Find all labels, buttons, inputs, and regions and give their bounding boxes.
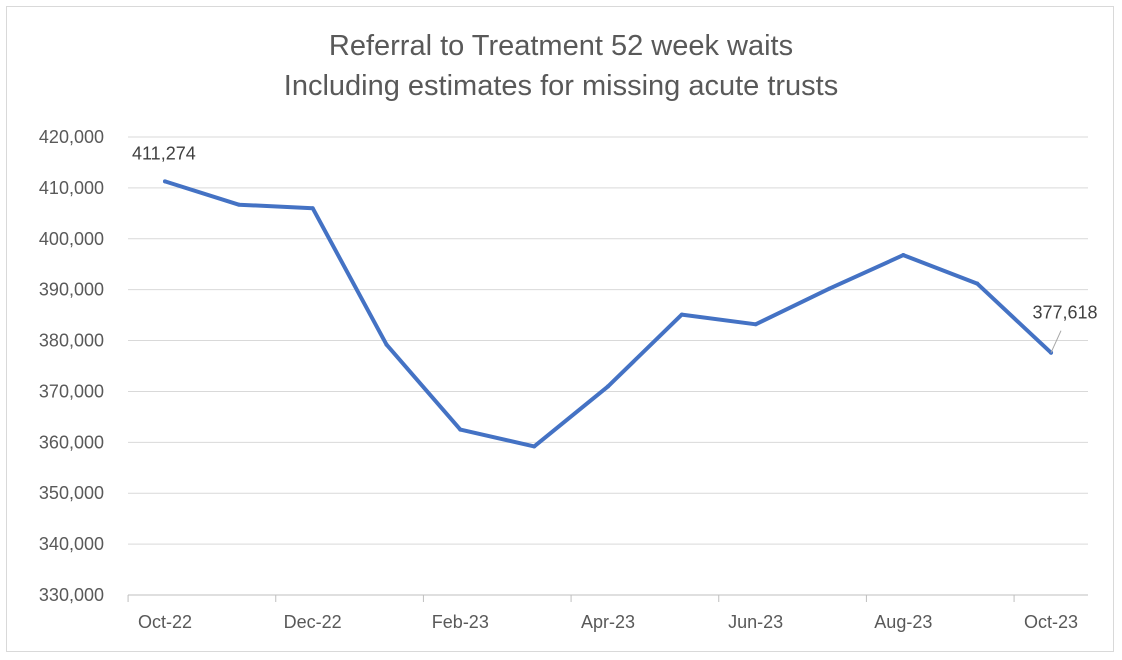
- data-point: [901, 253, 906, 258]
- x-tick-label: Apr-23: [581, 612, 635, 632]
- x-tick-label: Jun-23: [728, 612, 783, 632]
- x-tick-label: Oct-23: [1024, 612, 1078, 632]
- y-tick-label: 340,000: [39, 534, 104, 554]
- data-point: [384, 342, 389, 347]
- y-tick-label: 410,000: [39, 178, 104, 198]
- y-tick-label: 380,000: [39, 331, 104, 351]
- x-tick-label: Oct-22: [138, 612, 192, 632]
- x-tick-label: Aug-23: [874, 612, 932, 632]
- data-point: [310, 206, 315, 211]
- x-tick-label: Dec-22: [284, 612, 342, 632]
- y-tick-label: 370,000: [39, 381, 104, 401]
- y-tick-label: 420,000: [39, 127, 104, 147]
- chart-subtitle: Including estimates for missing acute tr…: [283, 70, 839, 102]
- data-point: [163, 179, 167, 184]
- x-tick-label: Feb-23: [432, 612, 489, 632]
- y-tick-label: 360,000: [39, 432, 104, 452]
- y-tick-label: 400,000: [39, 229, 104, 249]
- data-point: [753, 322, 758, 327]
- y-tick-label: 330,000: [39, 585, 104, 605]
- data-point: [532, 444, 537, 449]
- data-point: [827, 286, 832, 291]
- data-label: 377,618: [1032, 303, 1097, 323]
- y-tick-label: 390,000: [39, 280, 104, 300]
- y-tick-label: 350,000: [39, 483, 104, 503]
- data-point: [236, 202, 241, 207]
- data-point: [458, 427, 463, 432]
- data-label-leader: [1050, 330, 1062, 353]
- data-label: 411,274: [132, 143, 196, 163]
- series-line: [163, 179, 1053, 449]
- chart-title: Referral to Treatment 52 week waits: [328, 30, 794, 62]
- data-point: [679, 312, 684, 317]
- data-point: [606, 384, 610, 389]
- data-point: [975, 281, 980, 286]
